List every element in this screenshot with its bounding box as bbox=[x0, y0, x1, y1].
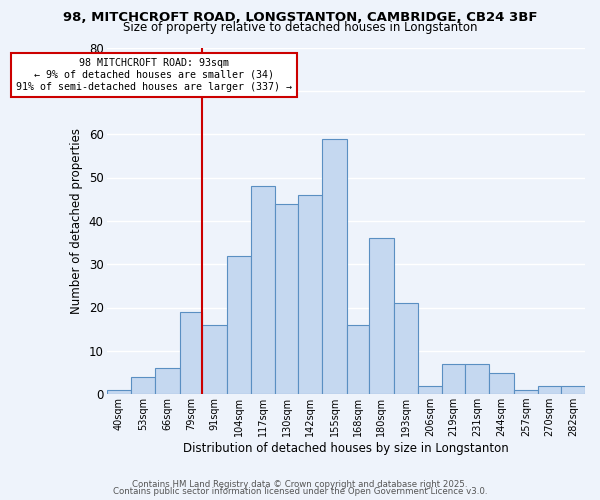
Bar bbox=[347, 325, 369, 394]
Bar bbox=[322, 138, 347, 394]
Bar bbox=[418, 386, 442, 394]
Bar bbox=[514, 390, 538, 394]
Bar bbox=[155, 368, 179, 394]
Bar bbox=[131, 377, 155, 394]
Bar bbox=[298, 195, 322, 394]
X-axis label: Distribution of detached houses by size in Longstanton: Distribution of detached houses by size … bbox=[183, 442, 509, 455]
Bar bbox=[465, 364, 490, 394]
Bar bbox=[394, 303, 418, 394]
Text: Contains public sector information licensed under the Open Government Licence v3: Contains public sector information licen… bbox=[113, 487, 487, 496]
Text: Contains HM Land Registry data © Crown copyright and database right 2025.: Contains HM Land Registry data © Crown c… bbox=[132, 480, 468, 489]
Text: 98, MITCHCROFT ROAD, LONGSTANTON, CAMBRIDGE, CB24 3BF: 98, MITCHCROFT ROAD, LONGSTANTON, CAMBRI… bbox=[63, 11, 537, 24]
Bar bbox=[442, 364, 465, 394]
Bar bbox=[275, 204, 298, 394]
Bar bbox=[560, 386, 585, 394]
Bar bbox=[538, 386, 560, 394]
Bar bbox=[202, 325, 227, 394]
Bar bbox=[179, 312, 202, 394]
Bar bbox=[251, 186, 275, 394]
Bar bbox=[227, 256, 251, 394]
Text: Size of property relative to detached houses in Longstanton: Size of property relative to detached ho… bbox=[123, 21, 477, 34]
Bar bbox=[369, 238, 394, 394]
Text: 98 MITCHCROFT ROAD: 93sqm
← 9% of detached houses are smaller (34)
91% of semi-d: 98 MITCHCROFT ROAD: 93sqm ← 9% of detach… bbox=[16, 58, 292, 92]
Bar bbox=[107, 390, 131, 394]
Bar bbox=[490, 372, 514, 394]
Y-axis label: Number of detached properties: Number of detached properties bbox=[70, 128, 83, 314]
